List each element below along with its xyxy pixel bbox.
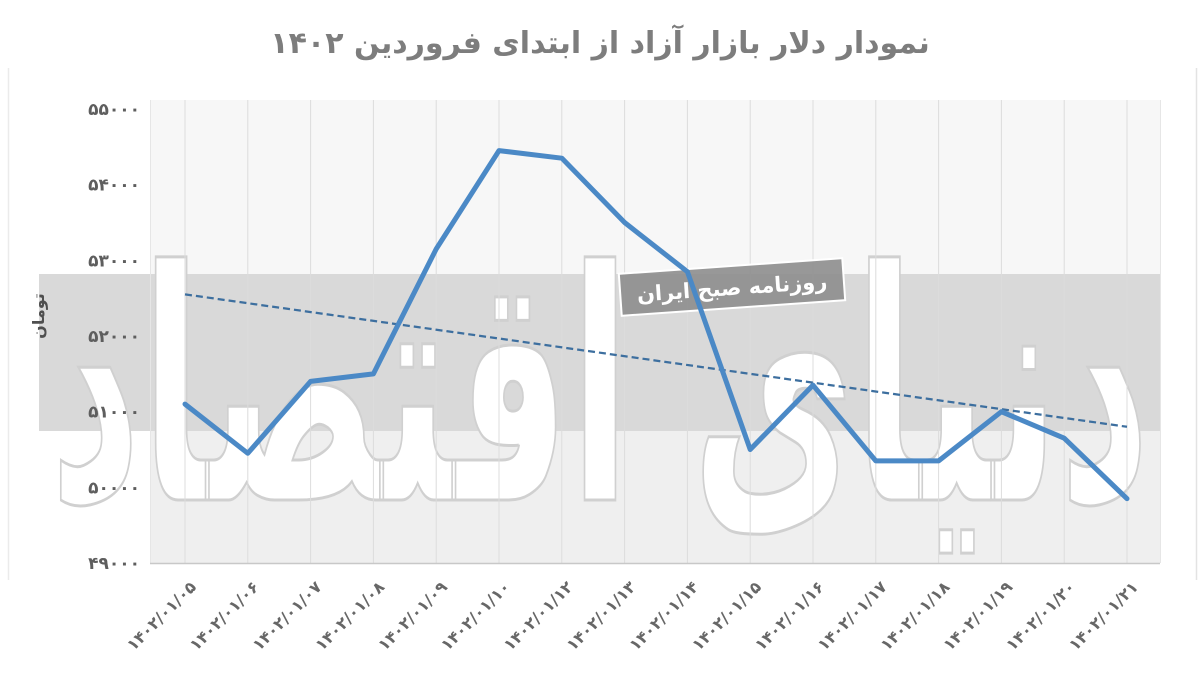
plot-background-lower bbox=[150, 431, 1160, 563]
price-line bbox=[182, 148, 1130, 502]
y-axis-labels: ۵۵۰۰۰ ۵۴۰۰۰ ۵۳۰۰۰ ۵۲۰۰۰ ۵۱۰۰۰ ۵۰۰۰۰ ۴۹۰۰۰ bbox=[88, 100, 140, 574]
y-tick-label: ۵۵۰۰۰ bbox=[88, 100, 140, 120]
y-tick-label: ۵۰۰۰۰ bbox=[88, 478, 140, 498]
x-axis-labels: ۱۴۰۲/۰۱/۰۵۱۴۰۲/۰۱/۰۶۱۴۰۲/۰۱/۰۷۱۴۰۲/۰۱/۰۸… bbox=[123, 577, 1142, 654]
badge-background bbox=[617, 257, 847, 317]
y-tick-label: ۵۱۰۰۰ bbox=[88, 403, 140, 423]
y-tick-label: ۴۹۰۰۰ bbox=[88, 554, 140, 574]
trendline bbox=[184, 293, 1128, 428]
y-tick-label: ۵۲۰۰۰ bbox=[88, 327, 140, 347]
y-tick-label: ۵۴۰۰۰ bbox=[88, 176, 140, 196]
chart-title: نمودار دلار بازار آزاد از ابتدای فروردین… bbox=[270, 26, 930, 61]
watermark-badge: روزنامه صبح ایران bbox=[617, 257, 847, 317]
y-tick-label: ۵۳۰۰۰ bbox=[88, 251, 140, 271]
watermark-text: دنیای اقتصاد bbox=[50, 204, 1150, 576]
y-axis-title: تومان bbox=[29, 293, 48, 339]
gridlines bbox=[150, 100, 1161, 565]
